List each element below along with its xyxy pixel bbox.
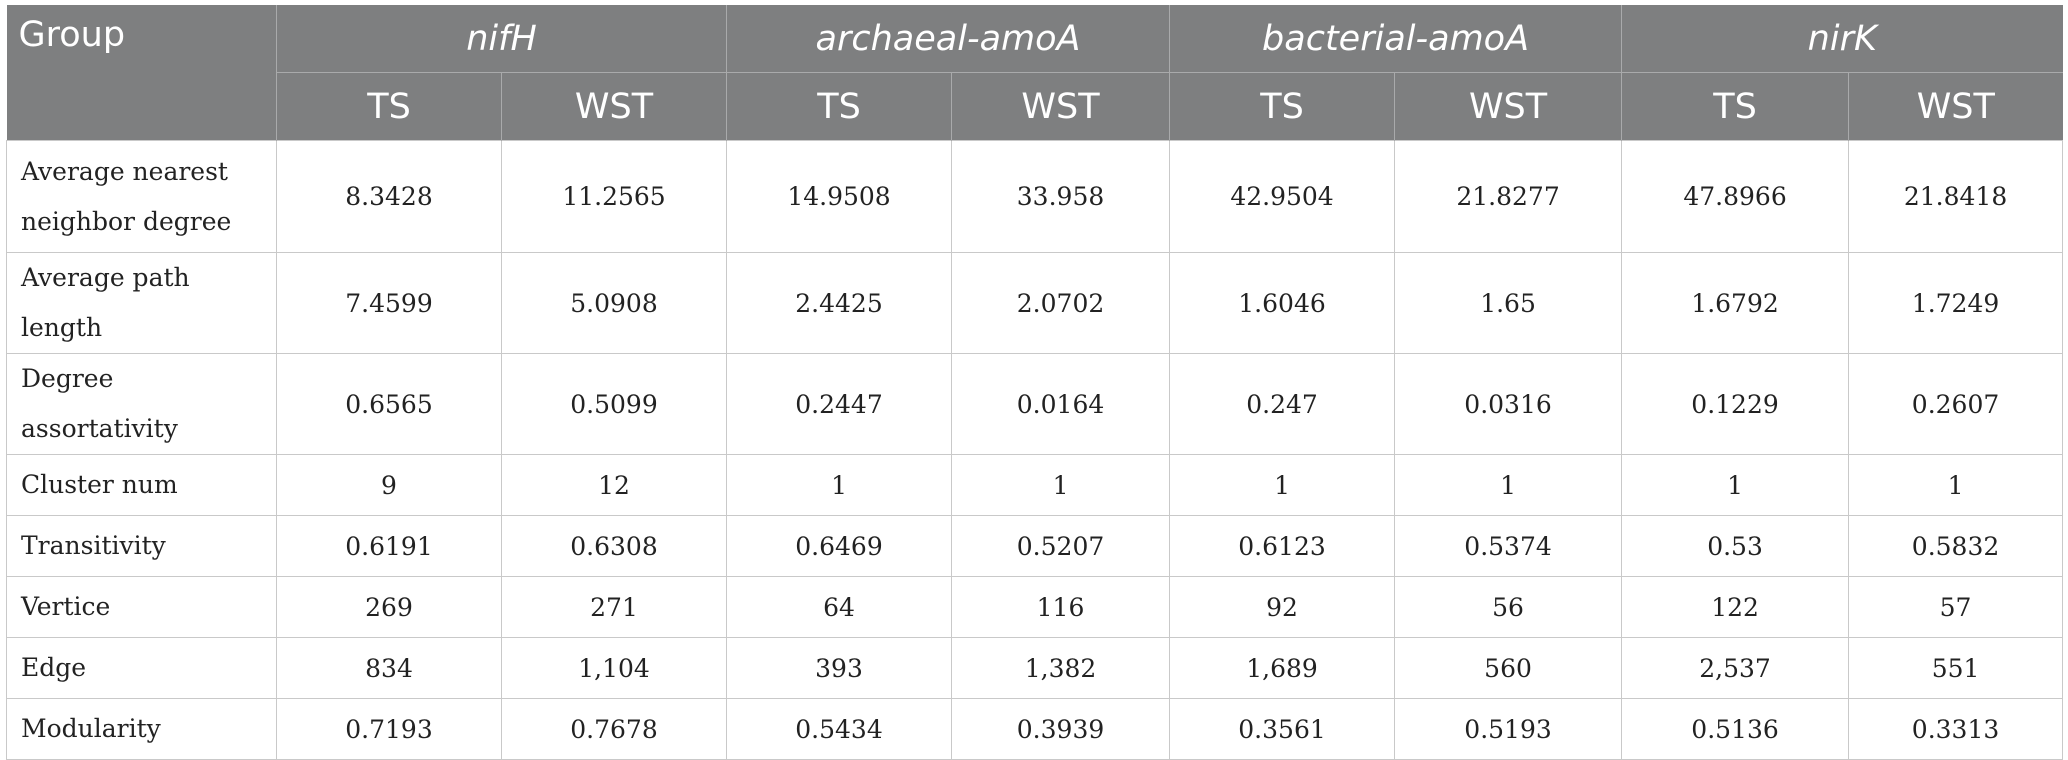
table-cell: 1 <box>1848 454 2064 516</box>
header-row-genes: Group nifH archaeal-amoA bacterial-amoA … <box>6 5 2063 141</box>
table-cell: 7.4599 <box>276 252 502 354</box>
table-cell: 2.0702 <box>951 252 1171 354</box>
table-cell: 1 <box>951 454 1171 516</box>
table-row: Vertice 269 271 64 116 92 56 122 57 <box>6 576 2064 638</box>
table-cell: 0.5832 <box>1848 515 2064 577</box>
subcolumn-header: TS <box>1621 72 1850 141</box>
row-label: Average nearest neighbor degree <box>6 140 277 253</box>
table-cell: 0.2607 <box>1848 353 2064 455</box>
table-cell: 14.9508 <box>726 140 953 253</box>
table-cell: 12 <box>500 454 728 516</box>
table-row: Degree assortativity 0.6565 0.5099 0.244… <box>6 353 2064 455</box>
table-cell: 47.8966 <box>1621 140 1850 253</box>
table-cell: 0.7193 <box>276 698 502 760</box>
table-cell: 2,537 <box>1621 637 1850 699</box>
table-cell: 0.2447 <box>726 353 953 455</box>
table-cell: 0.3561 <box>1169 698 1396 760</box>
row-label: Edge <box>6 637 277 699</box>
table-cell: 834 <box>276 637 502 699</box>
table-cell: 5.0908 <box>500 252 728 354</box>
table-cell: 1,689 <box>1169 637 1396 699</box>
table-cell: 0.5374 <box>1394 515 1623 577</box>
table-row: Modularity 0.7193 0.7678 0.5434 0.3939 0… <box>6 698 2064 760</box>
table-cell: 116 <box>951 576 1171 638</box>
table-cell: 122 <box>1621 576 1850 638</box>
table-cell: 0.53 <box>1621 515 1850 577</box>
table-cell: 0.6469 <box>726 515 953 577</box>
table-cell: 1,104 <box>500 637 728 699</box>
subcolumn-header: WST <box>500 72 728 141</box>
table-body: Average nearest neighbor degree 8.3428 1… <box>6 140 2064 760</box>
gene-header-bacterial-amoa: bacterial-amoA <box>1169 5 1623 73</box>
gene-header-nifh: nifH <box>275 5 728 73</box>
table-cell: 0.5207 <box>951 515 1171 577</box>
table-cell: 0.5099 <box>500 353 728 455</box>
table-cell: 42.9504 <box>1169 140 1396 253</box>
table-cell: 393 <box>726 637 953 699</box>
table-cell: 271 <box>500 576 728 638</box>
table-cell: 0.7678 <box>500 698 728 760</box>
table-row: Edge 834 1,104 393 1,382 1,689 560 2,537… <box>6 637 2064 699</box>
table-cell: 0.5434 <box>726 698 953 760</box>
table-cell: 0.0164 <box>951 353 1171 455</box>
table-cell: 0.6123 <box>1169 515 1396 577</box>
table-cell: 1.65 <box>1394 252 1623 354</box>
gene-header-nirk: nirK <box>1621 5 2063 73</box>
table-header: Group nifH archaeal-amoA bacterial-amoA … <box>6 5 2063 141</box>
row-label: Modularity <box>6 698 277 760</box>
subcolumn-header: WST <box>1394 72 1623 141</box>
table-cell: 0.0316 <box>1394 353 1623 455</box>
table-cell: 1.7249 <box>1848 252 2064 354</box>
subcolumn-header: WST <box>951 72 1171 141</box>
row-label: Average path length <box>6 252 277 354</box>
table-cell: 1.6792 <box>1621 252 1850 354</box>
table-cell: 1 <box>1621 454 1850 516</box>
table-cell: 269 <box>276 576 502 638</box>
subcolumn-header: TS <box>726 72 953 141</box>
table-cell: 1 <box>1169 454 1396 516</box>
network-properties-table-container: Group nifH archaeal-amoA bacterial-amoA … <box>6 5 2064 760</box>
table-cell: 1.6046 <box>1169 252 1396 354</box>
table-cell: 1,382 <box>951 637 1171 699</box>
header-row-subcolumns: TS WST TS WST TS WST TS WST <box>7 72 2063 141</box>
table-row: Cluster num 9 12 1 1 1 1 1 1 <box>6 454 2064 516</box>
table-cell: 0.3939 <box>951 698 1171 760</box>
table-cell: 11.2565 <box>500 140 728 253</box>
table-cell: 0.1229 <box>1621 353 1850 455</box>
table-cell: 1 <box>726 454 953 516</box>
subcolumn-header: WST <box>1848 72 2063 141</box>
table-row: Average path length 7.4599 5.0908 2.4425… <box>6 252 2064 354</box>
table-cell: 560 <box>1394 637 1623 699</box>
table-row: Transitivity 0.6191 0.6308 0.6469 0.5207… <box>6 515 2064 577</box>
gene-header-archaeal-amoa: archaeal-amoA <box>726 5 1171 73</box>
table-cell: 1 <box>1394 454 1623 516</box>
table-cell: 57 <box>1848 576 2064 638</box>
table-cell: 0.6308 <box>500 515 728 577</box>
row-label: Cluster num <box>6 454 277 516</box>
table-cell: 551 <box>1848 637 2064 699</box>
network-properties-table: Group nifH archaeal-amoA bacterial-amoA … <box>6 5 2064 760</box>
table-cell: 21.8418 <box>1848 140 2064 253</box>
group-header: Group <box>6 5 277 141</box>
table-cell: 21.8277 <box>1394 140 1623 253</box>
table-cell: 64 <box>726 576 953 638</box>
table-cell: 0.5193 <box>1394 698 1623 760</box>
table-cell: 2.4425 <box>726 252 953 354</box>
table-cell: 0.5136 <box>1621 698 1850 760</box>
row-label: Degree assortativity <box>6 353 277 455</box>
subcolumn-header: TS <box>1169 72 1396 141</box>
row-label: Transitivity <box>6 515 277 577</box>
row-label: Vertice <box>6 576 277 638</box>
subcolumn-header: TS <box>276 72 502 141</box>
table-cell: 92 <box>1169 576 1396 638</box>
table-cell: 33.958 <box>951 140 1171 253</box>
table-cell: 9 <box>276 454 502 516</box>
table-cell: 56 <box>1394 576 1623 638</box>
table-cell: 0.247 <box>1169 353 1396 455</box>
table-cell: 0.6565 <box>276 353 502 455</box>
table-row: Average nearest neighbor degree 8.3428 1… <box>6 140 2064 253</box>
table-cell: 8.3428 <box>276 140 502 253</box>
table-cell: 0.6191 <box>276 515 502 577</box>
table-cell: 0.3313 <box>1848 698 2064 760</box>
